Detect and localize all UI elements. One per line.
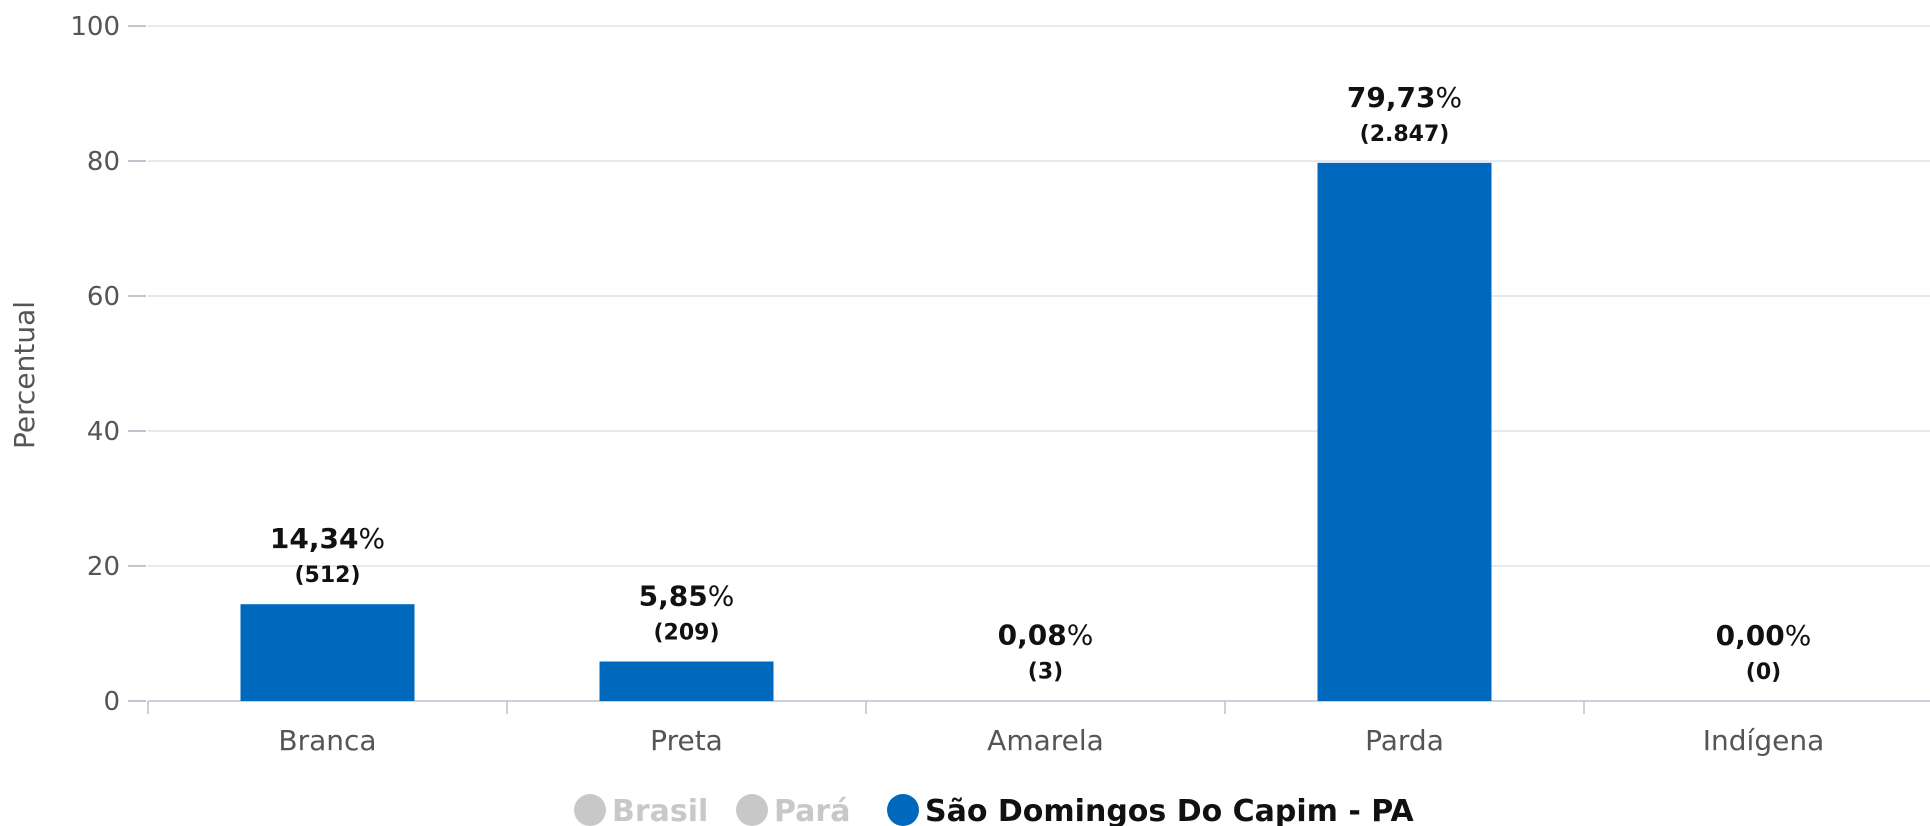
data-label-percent: 0,08% (998, 618, 1094, 651)
legend-marker-icon (736, 794, 768, 826)
x-tick-label: Amarela (987, 724, 1104, 757)
bars (240, 162, 1492, 701)
legend-item[interactable]: São Domingos Do Capim - PA (887, 794, 1415, 826)
x-axis: Branca Preta Amarela Parda Indígena (147, 700, 1930, 757)
y-tick-label: 20 (87, 552, 120, 582)
legend-label: Brasil (612, 794, 708, 826)
data-label-percent: 5,85% (639, 580, 735, 613)
x-tick-label: Branca (278, 724, 376, 757)
bar (240, 604, 415, 701)
bar (599, 661, 774, 701)
data-labels: 14,34% (512) 5,85% (209) 0,08% (3) 79,73% (2.84… (270, 81, 1811, 685)
legend-item[interactable]: Pará (736, 794, 850, 826)
legend-label: São Domingos Do Capim - PA (925, 794, 1415, 826)
y-axis-ticks: 0 20 40 60 80 100 (70, 12, 146, 717)
y-tick-label: 0 (103, 687, 120, 717)
legend-marker-icon (887, 794, 919, 826)
data-label-count: (512) (294, 563, 360, 588)
y-tick-label: 60 (87, 282, 120, 312)
data-label-count: (2.847) (1360, 122, 1450, 147)
legend-marker-icon (574, 794, 606, 826)
data-label-percent: 79,73% (1347, 81, 1462, 114)
data-label-count: (209) (653, 621, 719, 646)
y-tick-label: 100 (70, 12, 120, 42)
x-tick-label: Preta (650, 724, 723, 757)
x-tick-label: Parda (1365, 724, 1444, 757)
y-tick-label: 80 (87, 147, 120, 177)
y-tick-label: 40 (87, 417, 120, 447)
data-label-percent: 14,34% (270, 522, 385, 555)
grid-lines (148, 25, 1930, 567)
legend-label: Pará (774, 794, 850, 826)
data-label-count: (3) (1028, 659, 1063, 684)
legend-item[interactable]: Brasil (574, 794, 708, 826)
bar (1317, 162, 1492, 701)
data-label-percent: 0,00% (1716, 619, 1812, 652)
data-label-count: (0) (1746, 660, 1781, 685)
y-axis-label: Percentual (8, 301, 41, 449)
x-tick-label: Indígena (1703, 724, 1824, 757)
legend[interactable]: Brasil Pará São Domingos Do Capim - PA (574, 794, 1415, 826)
